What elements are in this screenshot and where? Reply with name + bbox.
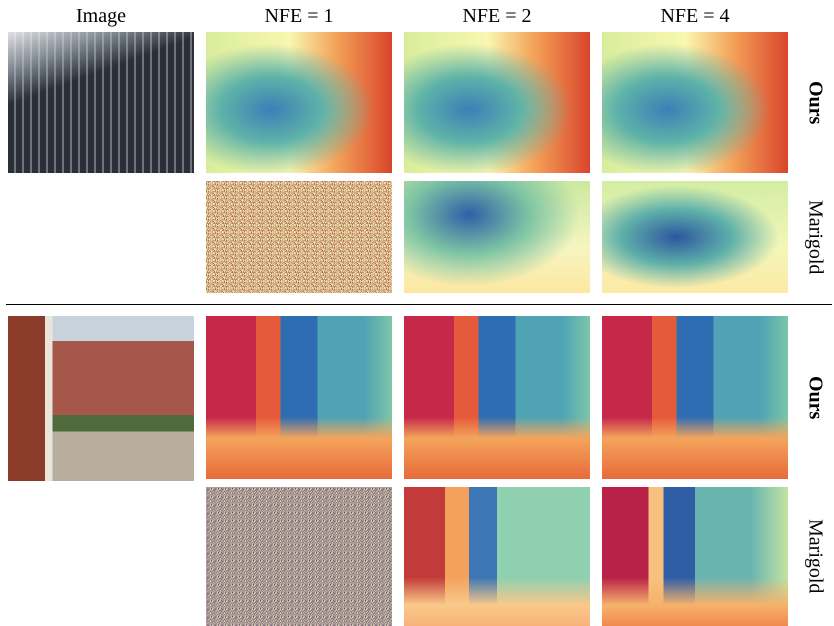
depth-map <box>206 181 392 293</box>
depth-map <box>602 487 788 626</box>
row-label: Marigold <box>796 487 834 626</box>
row-label-text: Marigold <box>804 200 827 274</box>
depth-map <box>206 487 392 626</box>
column-header: NFE = 1 <box>206 2 392 30</box>
depth-map <box>602 181 788 293</box>
figure: {"column_headers": ["Image", "NFE = 1", … <box>0 0 834 626</box>
row-label: Ours <box>796 316 834 479</box>
row-label: Ours <box>796 32 834 173</box>
depth-map <box>206 316 392 479</box>
depth-map <box>404 316 590 479</box>
column-header: NFE = 4 <box>602 2 788 30</box>
input-image <box>8 32 194 173</box>
depth-map <box>404 181 590 293</box>
depth-map <box>602 32 788 173</box>
depth-map <box>404 32 590 173</box>
row-label-text: Ours <box>804 81 827 124</box>
input-image <box>8 316 194 481</box>
depth-map <box>602 316 788 479</box>
depth-map <box>206 32 392 173</box>
column-header: Image <box>8 2 194 30</box>
row-label-text: Marigold <box>804 519 827 593</box>
depth-map <box>404 487 590 626</box>
column-header: NFE = 2 <box>404 2 590 30</box>
row-label-text: Ours <box>804 376 827 419</box>
divider <box>6 304 832 305</box>
row-label: Marigold <box>796 181 834 293</box>
